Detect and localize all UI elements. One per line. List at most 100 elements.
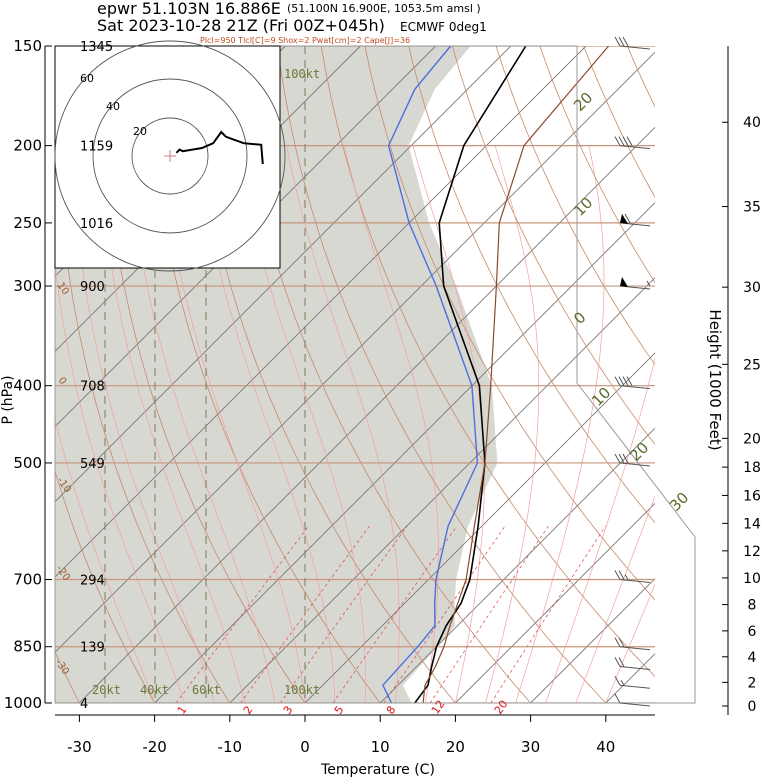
- hodograph-ring: [92, 78, 248, 234]
- mixing-ratio-line: [383, 525, 506, 703]
- dry-adiabat-label: 0: [56, 375, 69, 387]
- header-station-detail: (51.100N 16.900E, 1053.5m amsl ): [287, 2, 481, 15]
- dry-adiabat-line: [189, 46, 456, 703]
- moist-adiabat-lines: [55, 145, 655, 703]
- wind-barb: [614, 36, 651, 50]
- height-label: 4: [80, 697, 88, 712]
- moist-adiabat-line: [515, 145, 605, 703]
- dewpoint-profile: [382, 46, 479, 703]
- wind-speed-ruler-lines: [104, 46, 306, 703]
- hodograph-ring: [131, 117, 209, 195]
- wind-speed-label-bottom: 20kt: [92, 683, 121, 697]
- moist-adiabat-line: [127, 145, 276, 703]
- dry-adiabat-line: [101, 46, 306, 703]
- y-tick-label: 850: [13, 638, 42, 656]
- height-label: 294: [80, 573, 105, 588]
- isotherm-line: [55, 46, 587, 578]
- dry-adiabat-line: [145, 46, 381, 703]
- dry-adiabat-lines: [0, 22, 655, 720]
- y-axis-title: P (hPa): [0, 375, 16, 424]
- mixing-ratio-line: [490, 525, 606, 703]
- plot-frame: [54, 45, 696, 704]
- hodograph-ring-label: 40: [106, 100, 120, 113]
- hodograph-ring: [54, 40, 286, 272]
- height-tick-label: 18: [743, 460, 761, 476]
- x-axis-title: Temperature (C): [320, 762, 435, 778]
- sounding-profiles: [382, 46, 610, 703]
- isotherm-line: [55, 51, 655, 653]
- dry-adiabat-line: [277, 46, 607, 703]
- header-time: Sat 2023-10-28 21Z (Fri 00Z+045h): [97, 16, 385, 35]
- isotherm-line: [605, 653, 655, 703]
- wind-speed-label-top: 100kt: [284, 67, 320, 81]
- y-tick-label: 500: [13, 454, 42, 472]
- height-label: 900: [80, 280, 105, 295]
- dry-adiabat-line: [56, 46, 231, 703]
- wind-barb: [614, 136, 651, 150]
- height-tick-label: 12: [743, 544, 761, 560]
- height-axis-title: Height (1000 Feet): [706, 309, 724, 450]
- wind-barbs: [614, 36, 651, 707]
- height-tick-label: 6: [748, 624, 757, 640]
- x-tick-label: -20: [142, 738, 167, 756]
- height-tick-label: 25: [743, 357, 761, 373]
- isotherm-line: [55, 46, 436, 428]
- isotherm-line: [229, 277, 655, 703]
- dry-adiabat-line: [0, 22, 12, 720]
- height-tick-label: 30: [743, 280, 761, 296]
- x-tick-label: 20: [446, 738, 465, 756]
- y-tick-label: 200: [13, 137, 42, 155]
- hodograph: 20 40 60: [54, 40, 286, 272]
- moist-adiabat-line: [343, 145, 439, 703]
- moist-adiabat-line: [196, 145, 336, 703]
- mixing-ratio-label: 20: [492, 698, 511, 717]
- header-model: ECMWF 0deg1: [400, 20, 487, 34]
- moist-adiabat-line: [286, 145, 400, 703]
- isotherm-label: 10: [570, 194, 596, 220]
- plot-outline: [54, 45, 696, 704]
- isotherm-line: [530, 577, 655, 703]
- wind-barb: [619, 277, 651, 290]
- dry-adiabat-line: [451, 46, 655, 446]
- x-tick-label: -30: [67, 738, 92, 756]
- dry-adiabat-line: [233, 46, 532, 703]
- moist-adiabat-line: [55, 260, 186, 703]
- x-tick-label: -10: [218, 738, 243, 756]
- wind-barb: [619, 213, 651, 227]
- y-tick-label: 700: [13, 570, 42, 588]
- isotherm-label: 20: [570, 89, 596, 115]
- dry-adiabat-line: [364, 46, 655, 601]
- height-tick-label: 0: [748, 699, 757, 715]
- mixing-ratio-lines: [175, 525, 606, 703]
- wind-speed-label-bottom: 100kt: [284, 683, 320, 697]
- isotherm-label: 30: [666, 489, 692, 515]
- wind-barb: [614, 675, 651, 689]
- temperature-profile: [414, 46, 527, 703]
- moist-adiabat-line: [72, 145, 216, 703]
- height-label: 1345: [80, 40, 113, 55]
- y-tick-label: 400: [13, 377, 42, 395]
- height-tick-label: 35: [743, 200, 761, 216]
- dry-adiabat-line: [55, 469, 156, 703]
- hodograph-ring-label: 20: [133, 125, 147, 138]
- height-tick-label: 20: [743, 431, 761, 447]
- wind-barb: [614, 693, 651, 707]
- moist-adiabat-line: [159, 145, 306, 703]
- moist-adiabat-line: [237, 145, 366, 703]
- height-label: 708: [80, 380, 105, 395]
- moist-adiabat-line: [98, 145, 246, 703]
- height-label: 1159: [80, 140, 113, 155]
- parcel-profile: [422, 46, 610, 703]
- wind-speed-label-bottom: 60kt: [192, 683, 221, 697]
- height-label: 1016: [80, 217, 113, 232]
- x-tick-label: 10: [371, 738, 390, 756]
- height-tick-label: 2: [748, 675, 757, 691]
- height-tick-label: 10: [743, 571, 761, 587]
- wind-barb: [614, 637, 651, 651]
- x-tick-label: 30: [521, 738, 540, 756]
- height-tick-label: 4: [748, 650, 757, 666]
- wind-barb: [614, 376, 651, 390]
